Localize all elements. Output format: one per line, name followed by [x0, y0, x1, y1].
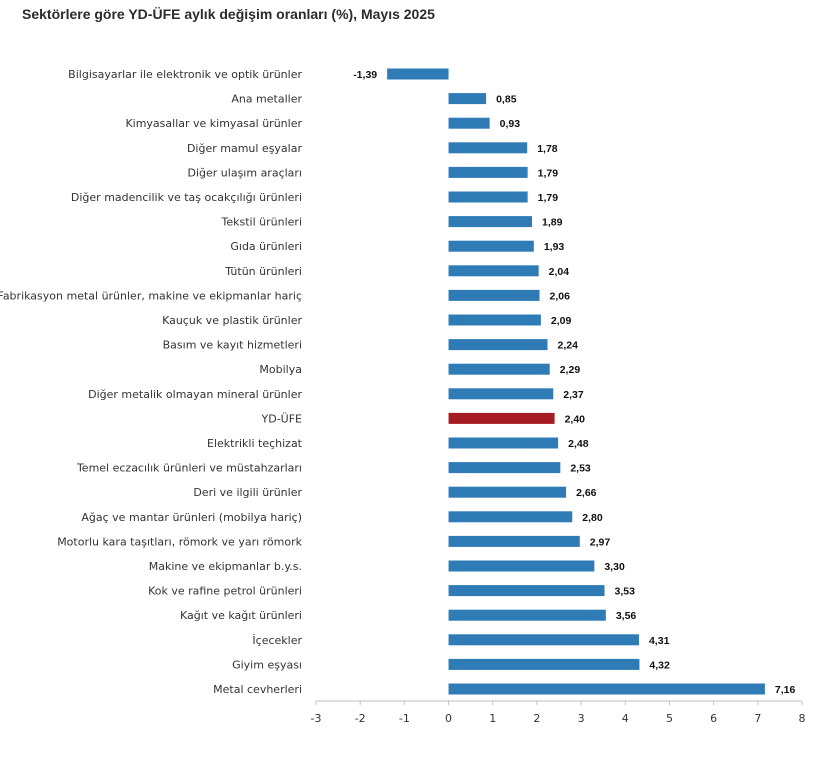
data-label: 2,40	[565, 413, 586, 425]
category-label: İçecekler	[252, 634, 302, 647]
category-label: Kauçuk ve plastik ürünler	[162, 314, 302, 327]
x-tick-label: -3	[311, 712, 322, 725]
category-label: Kağıt ve kağıt ürünleri	[180, 609, 302, 622]
bar	[448, 560, 595, 572]
category-label: Ana metaller	[231, 93, 302, 106]
data-label: 2,80	[582, 512, 603, 524]
data-label: 2,24	[558, 340, 579, 352]
data-label: 7,16	[775, 684, 796, 696]
data-label: 2,66	[576, 487, 597, 499]
data-label: 2,04	[549, 266, 570, 278]
data-label: 3,53	[615, 586, 636, 598]
bar	[448, 216, 533, 228]
chart-title: Sektörlere göre YD-ÜFE aylık değişim ora…	[22, 6, 435, 22]
x-tick-label: 5	[666, 712, 673, 725]
x-tick-label: 2	[533, 712, 540, 725]
category-label: Tekstil ürünleri	[221, 216, 302, 229]
bar	[448, 437, 559, 449]
bar	[448, 658, 640, 670]
category-label: Metal cevherleri	[213, 683, 302, 696]
bar	[448, 265, 539, 277]
category-label: Bilgisayarlar ile elektronik ve optik ür…	[68, 68, 302, 81]
bar	[448, 412, 555, 424]
x-tick-label: 8	[799, 712, 806, 725]
data-label: 2,48	[568, 438, 589, 450]
data-label: -1,39	[353, 69, 377, 81]
bar	[448, 93, 487, 105]
category-label: Basım ve kayıt hizmetleri	[163, 339, 302, 352]
category-label: Mobilya	[259, 363, 302, 376]
category-label: Diğer metalik olmayan mineral ürünler	[88, 388, 302, 401]
data-label: 3,30	[604, 561, 625, 573]
data-label: 2,09	[551, 315, 572, 327]
category-label: Giyim eşyası	[232, 658, 302, 671]
category-label: Temel eczacılık ürünleri ve müstahzarlar…	[76, 462, 302, 475]
bar	[448, 634, 639, 646]
bar	[387, 68, 449, 80]
category-label: Deri ve ilgili ürünler	[193, 486, 302, 499]
data-label: 1,78	[537, 143, 558, 155]
data-label: 4,31	[649, 635, 670, 647]
bar	[448, 166, 528, 178]
x-tick-label: 0	[445, 712, 452, 725]
x-tick-label: 1	[489, 712, 496, 725]
data-label: 1,79	[538, 167, 559, 179]
category-label: Ağaç ve mantar ürünleri (mobilya hariç)	[81, 511, 302, 524]
data-label: 0,93	[500, 118, 521, 130]
data-label: 0,85	[496, 94, 517, 106]
bar	[448, 609, 606, 621]
data-label: 2,29	[560, 364, 581, 376]
data-label: 2,06	[550, 290, 571, 302]
data-label: 1,89	[542, 217, 563, 229]
data-label: 2,53	[570, 463, 591, 475]
value-labels: -1,39 0,85 0,93 1,78 1,79 1,79 1,89 1,93 2,04 2,0…	[353, 69, 795, 696]
bar	[448, 142, 528, 154]
bars-layer	[387, 68, 765, 695]
bar	[448, 363, 550, 375]
category-label: Tütün ürünleri	[224, 265, 302, 278]
x-tick-label: 4	[622, 712, 629, 725]
category-label: Kimyasallar ve kimyasal ürünler	[125, 117, 302, 130]
x-tick-label: 7	[754, 712, 761, 725]
bar	[448, 511, 573, 523]
data-label: 4,32	[649, 659, 670, 671]
category-label: Elektrikli teçhizat	[207, 437, 303, 450]
x-tick-label: 6	[710, 712, 717, 725]
bar	[448, 339, 548, 351]
bar	[448, 117, 490, 129]
category-label: Diğer madencilik ve taş ocakçılığı ürünl…	[71, 191, 302, 204]
x-tick-label: 3	[578, 712, 585, 725]
bar	[448, 462, 561, 474]
data-label: 1,79	[538, 192, 559, 204]
data-label: 1,93	[544, 241, 565, 253]
category-labels: Bilgisayarlar ile elektronik ve optik ür…	[0, 68, 303, 696]
category-label: Diğer ulaşım araçları	[188, 166, 303, 179]
category-label: Gıda ürünleri	[230, 240, 302, 253]
category-label: YD-ÜFE	[261, 412, 303, 425]
x-tick-label: -1	[399, 712, 410, 725]
bar	[448, 585, 605, 597]
bar	[448, 388, 554, 400]
bar	[448, 486, 567, 498]
bar	[448, 289, 540, 301]
x-axis: -3 -2 -1 0 1 2 3 4 5 6 7 8	[311, 700, 806, 725]
category-label: Motorlu kara taşıtları, römork ve yarı r…	[57, 535, 302, 548]
bar	[448, 314, 541, 326]
category-label: Makine ve ekipmanlar b.y.s.	[149, 560, 302, 573]
bar	[448, 683, 765, 695]
category-label: Diğer mamul eşyalar	[187, 142, 303, 155]
bar	[448, 535, 580, 547]
x-tick-label: -2	[355, 712, 366, 725]
category-label: Kok ve rafine petrol ürünleri	[148, 585, 302, 598]
data-label: 2,37	[563, 389, 584, 401]
bar	[448, 240, 534, 252]
data-label: 2,97	[590, 536, 611, 548]
data-label: 3,56	[616, 610, 637, 622]
bar	[448, 191, 528, 203]
category-label: Fabrikasyon metal ürünler, makine ve eki…	[0, 289, 302, 302]
